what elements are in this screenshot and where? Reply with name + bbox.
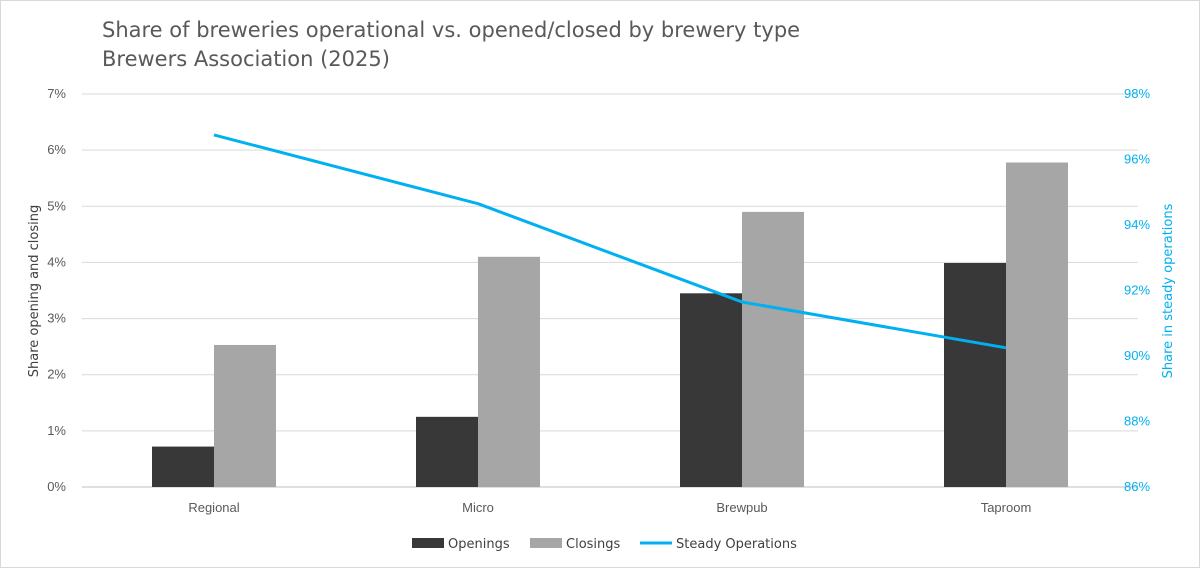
y-tick-label-right: 96%: [1124, 152, 1150, 167]
y-axis-label-left: Share opening and closing: [27, 205, 42, 378]
y-tick-label-left: 5%: [47, 198, 66, 213]
bar-closings-micro: [478, 256, 540, 487]
legend-label-closings: Closings: [566, 537, 621, 552]
x-tick-label: Brewpub: [716, 500, 767, 515]
y-tick-label-right: 88%: [1124, 414, 1150, 429]
y-tick-label-right: 94%: [1124, 217, 1150, 232]
bar-openings-taproom: [944, 262, 1006, 487]
y-tick-label-left: 4%: [47, 254, 66, 269]
y-tick-label-left: 0%: [47, 479, 66, 494]
y-tick-label-right: 86%: [1124, 479, 1150, 494]
y-tick-label-right: 90%: [1124, 348, 1150, 363]
y-tick-label-left: 1%: [47, 423, 66, 438]
y-axis-label-right: Share in steady operations: [1161, 203, 1176, 378]
legend-label-steady-operations: Steady Operations: [676, 537, 797, 552]
chart-subtitle: Brewers Association (2025): [102, 47, 390, 71]
legend-swatch-openings: [412, 538, 444, 548]
bar-closings-brewpub: [742, 211, 804, 487]
chart-title-block: Share of breweries operational vs. opene…: [102, 16, 800, 74]
line-group: [213, 133, 1007, 350]
line-steady-operations: [213, 133, 1007, 350]
right-axis-ticks: 86% 88% 90% 92% 94% 96% 98%: [1124, 86, 1150, 494]
y-tick-label-left: 2%: [47, 367, 66, 382]
bar-closings-taproom: [1006, 162, 1068, 487]
y-tick-label-right: 92%: [1124, 283, 1150, 298]
bar-openings-regional: [152, 446, 214, 487]
legend: Openings Closings Steady Operations: [412, 537, 797, 552]
y-tick-label-left: 3%: [47, 311, 66, 326]
y-tick-label-left: 7%: [47, 86, 66, 101]
bar-openings-micro: [416, 416, 478, 487]
y-tick-label-right: 98%: [1124, 86, 1150, 101]
bar-openings-brewpub: [680, 293, 742, 487]
y-tick-label-left: 6%: [47, 142, 66, 157]
x-tick-label: Regional: [188, 500, 239, 515]
legend-label-openings: Openings: [448, 537, 510, 552]
bar-closings-regional: [214, 344, 276, 487]
category-axis-ticks: Regional Micro Brewpub Taproom: [188, 500, 1031, 515]
bars-group: [152, 162, 1068, 487]
x-tick-label: Taproom: [981, 500, 1032, 515]
x-tick-label: Micro: [462, 500, 494, 515]
legend-swatch-closings: [530, 538, 562, 548]
chart-title: Share of breweries operational vs. opene…: [102, 18, 801, 42]
left-axis-ticks: 0% 1% 2% 3% 4% 5% 6% 7%: [47, 86, 66, 494]
